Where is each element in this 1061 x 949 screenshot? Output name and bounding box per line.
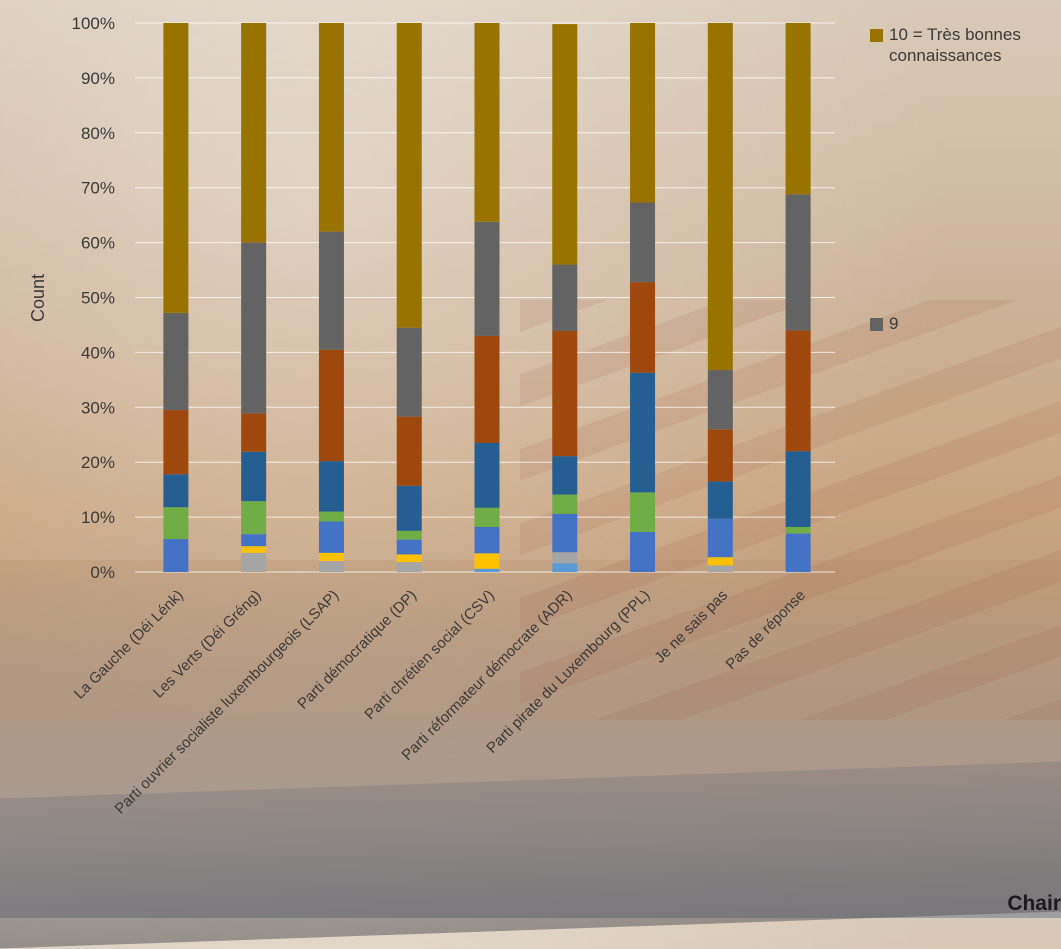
bar-segment [785, 451, 811, 527]
bar-segment [474, 23, 500, 222]
bar-segment [163, 23, 189, 313]
bar-segment [707, 557, 733, 566]
bar-segment [707, 369, 733, 430]
stacked-bar-chart: 0% 10% 20% 30% 40% 50% 60% 70% 80% 90% 100% La Gau… [28, 14, 811, 818]
bar-segment [241, 501, 267, 535]
bar-segment [396, 562, 422, 572]
y-tick-label: 50% [81, 289, 115, 308]
bar-segment [474, 221, 500, 336]
bar-segment [552, 264, 578, 331]
bar-segment [396, 485, 422, 531]
bar-segment [785, 23, 811, 195]
bar-segment [474, 526, 500, 554]
bar-segment [396, 539, 422, 555]
bar-segment [474, 553, 500, 569]
bar-segment [241, 534, 267, 547]
bar-segment [163, 474, 189, 508]
bar-segment [785, 533, 811, 572]
bar-segment [318, 349, 344, 462]
bar-segment [552, 513, 578, 553]
bar-segment [630, 531, 656, 572]
bar-segment [318, 231, 344, 350]
bar-segment [707, 23, 733, 370]
category-label: Parti réformateur démocrate (ADR) [399, 587, 576, 764]
bar-segment [785, 526, 811, 534]
category-label: Pas de réponse [723, 587, 809, 673]
y-tick-label: 60% [81, 234, 115, 253]
bar-segment [241, 451, 267, 502]
bars [163, 23, 811, 572]
y-tick-label: 100% [72, 14, 115, 33]
bar-segment [396, 416, 422, 486]
bar-segment [630, 492, 656, 532]
bar-segment [707, 481, 733, 519]
y-axis-label: Count [28, 274, 48, 322]
bar-segment [474, 442, 500, 508]
y-tick-label: 0% [90, 563, 115, 582]
bar-segment [785, 330, 811, 452]
bar-segment [396, 554, 422, 563]
bar-segment [474, 507, 500, 527]
legend-swatch-9 [870, 318, 883, 331]
y-tick-label: 90% [81, 69, 115, 88]
bar-segment [318, 521, 344, 553]
bar-segment [630, 23, 656, 203]
bar-segment [474, 335, 500, 443]
bar-segment [241, 23, 267, 243]
bar-segment [785, 194, 811, 331]
bar-segment [552, 456, 578, 495]
bar-segment [707, 518, 733, 558]
bar-segment [241, 413, 267, 452]
bar-segment [396, 23, 422, 328]
bar-segment [396, 530, 422, 540]
y-tick-label: 40% [81, 343, 115, 362]
bar-segment [630, 282, 656, 373]
bar-segment [396, 327, 422, 417]
legend-item-9: 9 [870, 313, 1061, 334]
y-tick-label: 20% [81, 453, 115, 472]
bar-segment [552, 494, 578, 514]
bar-segment [241, 546, 267, 553]
bar-segment [318, 461, 344, 512]
y-tick-label: 10% [81, 508, 115, 527]
bar-segment [318, 23, 344, 232]
bar-segment [163, 539, 189, 572]
y-tick-labels: 0% 10% 20% 30% 40% 50% 60% 70% 80% 90% 100% [72, 14, 115, 582]
bar-segment [552, 330, 578, 457]
y-tick-label: 80% [81, 124, 115, 143]
category-label: Je ne sais pas [651, 587, 731, 667]
legend: 10 = Très bonnes connaissances 9 [870, 0, 1061, 360]
bar-segment [630, 202, 656, 283]
legend-label-10: 10 = Très bonnes connaissances [889, 25, 1021, 65]
bar-segment [552, 24, 578, 265]
legend-item-10: 10 = Très bonnes connaissances [870, 24, 1061, 66]
bar-segment [630, 372, 656, 493]
bar-segment [163, 312, 189, 411]
bar-segment [707, 429, 733, 482]
y-tick-label: 70% [81, 179, 115, 198]
bar-segment [707, 565, 733, 572]
bar-segment [241, 552, 267, 572]
category-label: Parti pirate du Luxembourg (PPL) [483, 587, 653, 757]
corner-text: Chair [1007, 892, 1061, 915]
bar-segment [318, 511, 344, 522]
bar-segment [552, 552, 578, 564]
bar-segment [552, 563, 578, 572]
bar-segment [474, 568, 500, 572]
bar-segment [241, 242, 267, 414]
bar-segment [318, 561, 344, 572]
bar-segment [163, 507, 189, 540]
bar-segment [318, 552, 344, 562]
category-labels: La Gauche (Déi Lénk)Les Verts (Déi Gréng… [71, 587, 809, 818]
bar-segment [163, 410, 189, 475]
legend-swatch-10 [870, 29, 883, 42]
y-tick-label: 30% [81, 398, 115, 417]
legend-label-9: 9 [889, 314, 899, 333]
category-label: Parti chrétien social (CSV) [361, 587, 497, 723]
